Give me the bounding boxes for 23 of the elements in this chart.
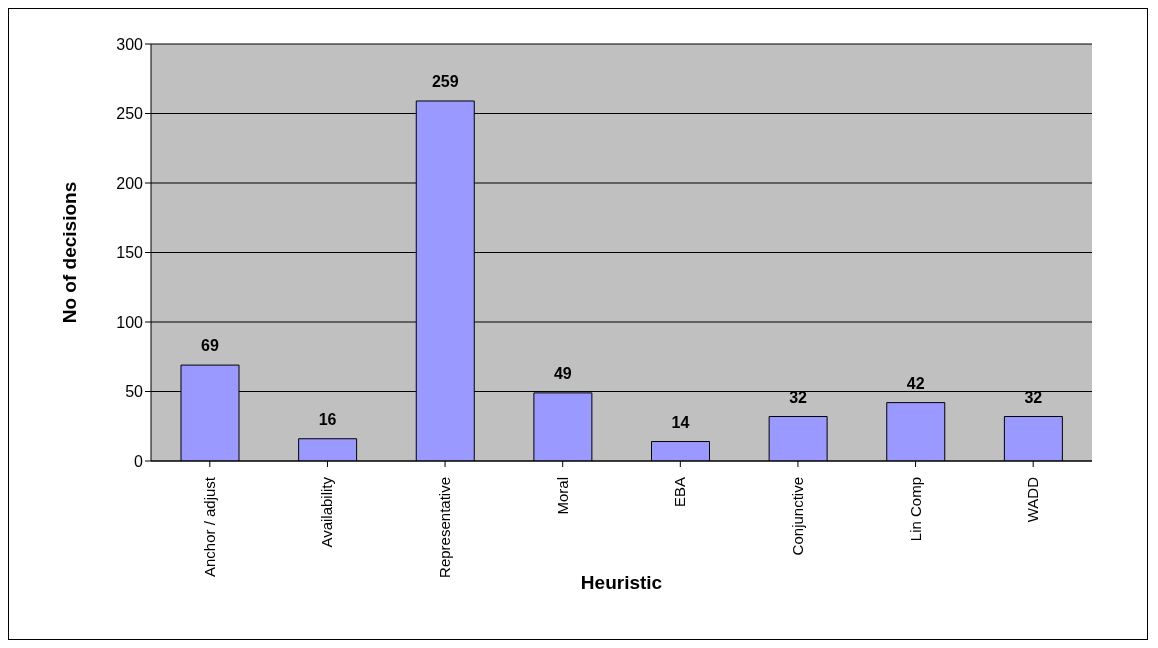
y-tick-label: 0	[134, 452, 144, 470]
x-tick-label: Representative	[436, 477, 454, 578]
data-label: 259	[431, 72, 459, 90]
x-tick-label: Moral	[553, 477, 571, 515]
x-tick-label: Conjunctive	[788, 477, 806, 556]
x-tick-label: EBA	[671, 477, 689, 508]
x-tick-label: WADD	[1024, 476, 1042, 523]
x-tick-label: Availability	[318, 476, 336, 548]
y-tick-label: 100	[116, 313, 144, 331]
y-axis-title: No of decisions	[58, 181, 80, 324]
data-label: 14	[671, 413, 690, 431]
y-tick-label: 150	[116, 244, 144, 262]
x-axis-title: Heuristic	[580, 572, 663, 593]
x-tick-label: Lin Comp	[906, 477, 924, 542]
y-tick-label: 200	[116, 174, 144, 192]
data-label: 16	[318, 410, 337, 428]
y-tick-label: 50	[125, 383, 144, 401]
data-label: 69	[201, 337, 219, 355]
x-tick-label: Anchor / adjust	[200, 476, 218, 578]
y-tick-label: 250	[116, 105, 144, 123]
y-tick-label: 300	[116, 35, 144, 53]
data-label: 42	[906, 374, 925, 392]
data-label: 49	[553, 364, 572, 382]
